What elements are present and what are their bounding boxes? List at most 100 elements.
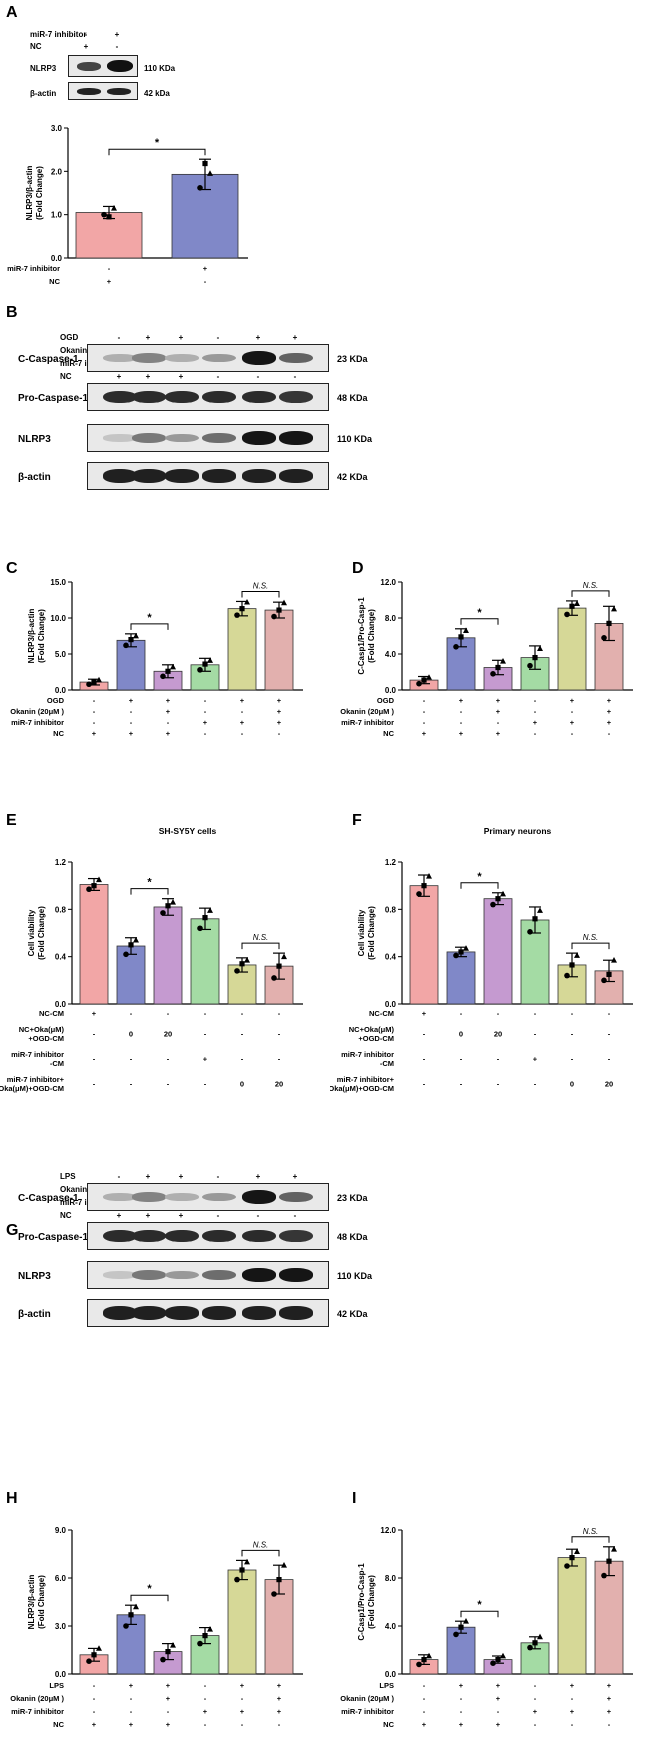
blot-kda: 48 KDa — [337, 393, 368, 403]
condition-value: - — [571, 1055, 574, 1064]
condition-value: - — [278, 729, 281, 738]
blot-condition-value: + — [116, 372, 122, 381]
condition-value: + — [129, 729, 134, 738]
condition-value: + — [422, 1009, 427, 1018]
condition-value: + — [422, 1720, 427, 1729]
bar — [190, 918, 220, 1005]
significance-label: N.S. — [583, 1527, 599, 1536]
data-point — [281, 1562, 287, 1568]
blot-label: NLRP3 — [18, 434, 51, 445]
blot-band — [279, 1229, 313, 1243]
data-point — [495, 664, 501, 671]
data-point — [165, 903, 171, 909]
condition-value: + — [166, 696, 171, 705]
panel-letter-b: B — [6, 304, 18, 321]
condition-value: - — [278, 1055, 281, 1064]
blot-band — [202, 1269, 236, 1281]
data-point — [202, 1633, 208, 1639]
condition-value: - — [497, 1009, 500, 1018]
data-point — [276, 607, 282, 613]
condition-value: + — [496, 696, 501, 705]
blot-label: C-Caspase-1 — [18, 1193, 79, 1204]
y-axis-label-line: Cell viability — [357, 909, 366, 956]
condition-value: 20 — [275, 1080, 283, 1089]
condition-value: - — [241, 1055, 244, 1064]
data-point — [128, 1612, 134, 1618]
condition-value: + — [203, 264, 208, 273]
significance-bracket — [460, 1610, 499, 1618]
condition-label: OGD — [377, 696, 395, 705]
condition-value: - — [423, 1681, 426, 1690]
y-tick-label: 0.0 — [55, 1670, 67, 1679]
data-point — [421, 677, 427, 683]
blot-kda: 23 KDa — [337, 354, 368, 364]
western-blot-strip — [87, 1299, 329, 1327]
condition-value: + — [607, 1694, 612, 1703]
blot-condition-value: + — [292, 1172, 298, 1181]
condition-value: - — [423, 696, 426, 705]
condition-value: - — [130, 718, 133, 727]
data-point — [569, 603, 575, 609]
condition-value: - — [93, 1080, 96, 1089]
condition-label: NC+Oka(μM) — [349, 1025, 395, 1034]
blot-kda: 42 KDa — [337, 1309, 368, 1319]
data-point — [458, 949, 464, 955]
western-blot-strip — [87, 1222, 329, 1250]
condition-value: - — [423, 718, 426, 727]
condition-value: - — [423, 1055, 426, 1064]
condition-value: - — [93, 1681, 96, 1690]
blot-band — [103, 469, 137, 483]
condition-value: + — [92, 1009, 97, 1018]
panel-letter-d: D — [352, 560, 364, 577]
bar — [594, 1560, 624, 1675]
y-tick-label: 12.0 — [380, 1526, 396, 1535]
blot-condition-value: - — [293, 1211, 297, 1220]
blot-band — [279, 390, 313, 404]
data-point — [601, 635, 607, 641]
data-point — [202, 915, 208, 921]
data-point — [244, 957, 250, 963]
condition-label: NC — [49, 277, 60, 286]
condition-value: + — [607, 1707, 612, 1716]
y-axis-label-line: C-Casp1/Pro-Casp-1 — [357, 1563, 366, 1641]
condition-value: - — [93, 1707, 96, 1716]
data-point — [165, 1649, 171, 1655]
condition-value: - — [423, 1030, 426, 1039]
data-point — [490, 901, 496, 908]
data-point — [123, 1623, 129, 1629]
data-point — [123, 951, 129, 958]
condition-label: NC — [53, 729, 64, 738]
condition-value: + — [166, 729, 171, 738]
data-point — [564, 972, 570, 979]
significance-bracket — [241, 942, 280, 950]
blot-condition-value: + — [178, 333, 184, 342]
condition-value: - — [241, 729, 244, 738]
condition-value: + — [166, 1720, 171, 1729]
y-tick-label: 0.4 — [385, 953, 397, 962]
chart-d: 0.0 4.0 8.0 12.0 C-Casp1/Pro-Casp-1 (Fold Cha… — [340, 578, 633, 738]
blot-band — [202, 432, 236, 444]
blot-band — [103, 390, 137, 404]
blot-label: β-actin — [30, 89, 57, 98]
condition-value: - — [167, 718, 170, 727]
y-tick-label: 0.0 — [55, 686, 67, 695]
blot-band — [279, 1268, 313, 1282]
blot-condition-value: + — [116, 1211, 122, 1220]
significance-bracket — [571, 1536, 610, 1543]
bar — [116, 945, 146, 1005]
chart-e: SH-SY5Y cells 0.0 0.4 0.8 1.2 Cell viability(… — [0, 826, 303, 1093]
significance-bracket — [241, 590, 280, 598]
significance-bracket — [130, 1594, 169, 1602]
data-point — [606, 1558, 612, 1564]
y-tick-label: 4.0 — [385, 650, 397, 659]
condition-label: miR-7 inhibitor — [341, 1050, 394, 1059]
condition-label: NC+Oka(μM) — [19, 1025, 65, 1034]
condition-value: - — [278, 1009, 281, 1018]
significance-label: N.S. — [583, 581, 599, 590]
data-point — [170, 899, 176, 905]
condition-value: - — [204, 696, 207, 705]
significance-label: * — [477, 1599, 482, 1611]
blot-band — [279, 1306, 313, 1320]
y-axis-label-line: (Fold Change) — [367, 906, 376, 960]
data-point — [601, 977, 607, 984]
